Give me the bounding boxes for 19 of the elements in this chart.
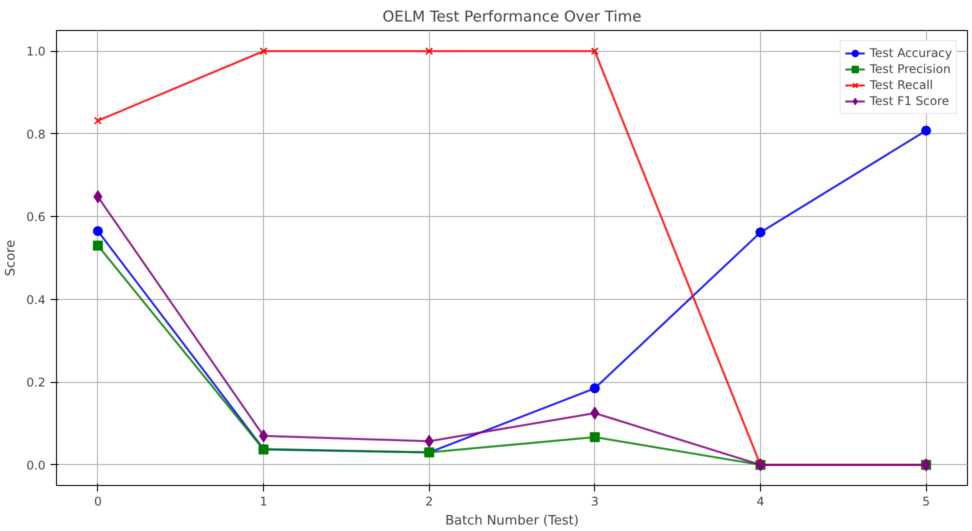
chart-title: OELM Test Performance Over Time <box>382 8 642 26</box>
y-tick-label: 1.0 <box>26 44 46 59</box>
legend-label: Test Accuracy <box>870 45 952 61</box>
x-tick-label: 5 <box>922 494 930 508</box>
legend-label: Test Recall <box>870 77 934 93</box>
y-tick-label: 0.8 <box>26 127 46 142</box>
x-tick-label: 0 <box>94 494 102 508</box>
legend-label: Test Precision <box>870 61 951 77</box>
x-tick-label: 3 <box>591 494 599 508</box>
y-axis-title: Score <box>3 240 18 276</box>
y-tick-label: 0.0 <box>26 458 46 472</box>
x-axis-title: Batch Number (Test) <box>445 514 579 528</box>
y-tick-label: 0.4 <box>26 292 46 307</box>
x-tick-label: 2 <box>425 494 434 508</box>
x-tick-label: 1 <box>260 494 268 508</box>
legend-label: Test F1 Score <box>870 93 950 109</box>
y-tick-label: 0.2 <box>26 376 46 390</box>
x-tick-label: 4 <box>756 494 764 508</box>
y-tick-label: 0.6 <box>26 210 46 224</box>
